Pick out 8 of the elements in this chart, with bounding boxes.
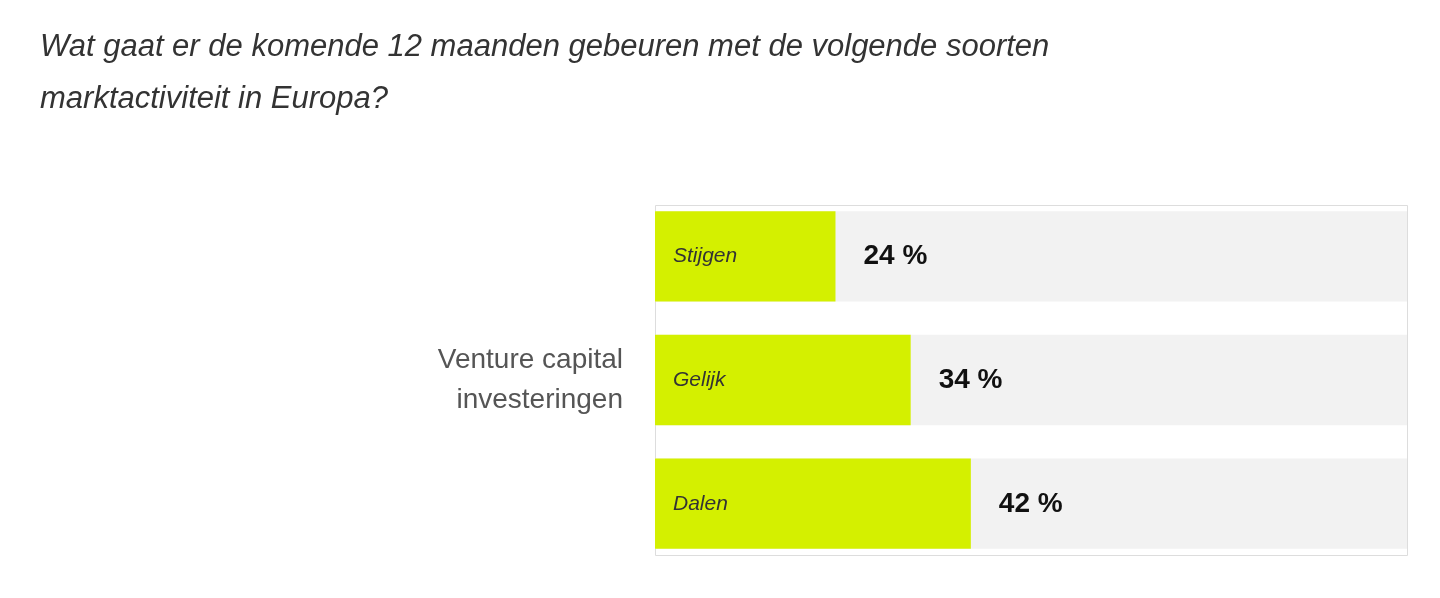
y-tick-label: Stijgen: [673, 243, 738, 267]
chart-title: Wat gaat er de komende 12 maanden gebeuren met de volgende soorten marktactiviteit in Europa?: [40, 28, 1050, 115]
y-tick-label: Gelijk: [673, 367, 728, 390]
data-label: 24 %: [863, 239, 928, 271]
data-label: 34 %: [938, 363, 1003, 394]
data-label: 42 %: [998, 486, 1063, 518]
y-tick-label: Dalen: [673, 490, 728, 514]
y-axis-title: Venture capital investeringen: [437, 343, 623, 414]
